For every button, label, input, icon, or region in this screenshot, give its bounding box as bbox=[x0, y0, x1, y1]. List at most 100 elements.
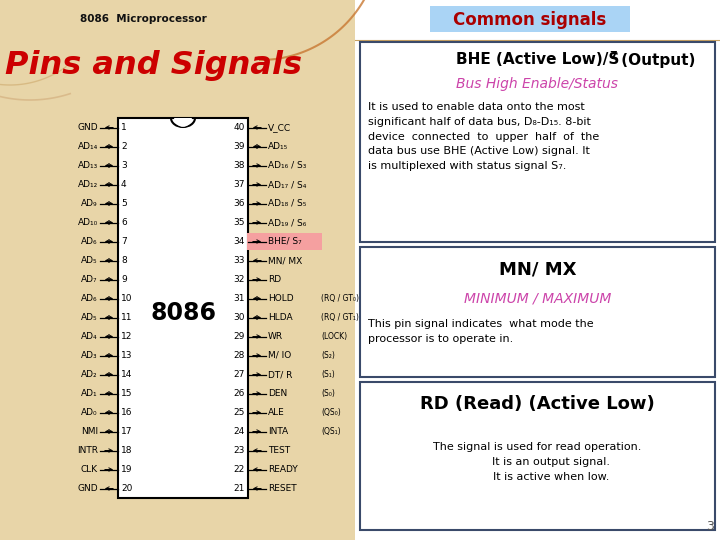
Text: 18: 18 bbox=[121, 446, 132, 455]
Text: 6: 6 bbox=[121, 218, 127, 227]
Bar bbox=[360, 382, 715, 530]
Text: AD₂: AD₂ bbox=[81, 370, 98, 379]
Text: AD₆: AD₆ bbox=[81, 294, 98, 303]
Text: TEST: TEST bbox=[268, 446, 290, 455]
Text: DT/ R: DT/ R bbox=[268, 370, 292, 379]
Text: 38: 38 bbox=[233, 161, 245, 170]
Text: AD₁₅: AD₁₅ bbox=[268, 142, 288, 151]
Text: 21: 21 bbox=[233, 484, 245, 493]
Text: 20: 20 bbox=[121, 484, 132, 493]
Text: AD₄: AD₄ bbox=[81, 332, 98, 341]
Text: MN/ MX: MN/ MX bbox=[268, 256, 302, 265]
Text: 3: 3 bbox=[121, 161, 127, 170]
Text: Bus High Enable/Status: Bus High Enable/Status bbox=[456, 77, 618, 91]
Text: 12: 12 bbox=[121, 332, 132, 341]
Text: AD₁₉ / S₆: AD₁₉ / S₆ bbox=[268, 218, 307, 227]
Text: 13: 13 bbox=[121, 351, 132, 360]
Text: (Output): (Output) bbox=[616, 52, 695, 68]
Text: 3: 3 bbox=[706, 520, 714, 533]
Text: ALE: ALE bbox=[268, 408, 284, 417]
Text: AD₁: AD₁ bbox=[81, 389, 98, 398]
Text: 5: 5 bbox=[121, 199, 127, 208]
Text: 27: 27 bbox=[233, 370, 245, 379]
Text: The signal is used for read operation.
        It is an output signal.
        I: The signal is used for read operation. I… bbox=[433, 442, 642, 482]
Text: MINIMUM / MAXIMUM: MINIMUM / MAXIMUM bbox=[464, 292, 611, 306]
Text: (S₀): (S₀) bbox=[321, 389, 335, 398]
Text: 4: 4 bbox=[121, 180, 127, 189]
Text: 24: 24 bbox=[234, 427, 245, 436]
Text: WR: WR bbox=[268, 332, 283, 341]
Text: 36: 36 bbox=[233, 199, 245, 208]
Text: 32: 32 bbox=[233, 275, 245, 284]
Text: Pins and Signals: Pins and Signals bbox=[5, 50, 302, 81]
Text: AD₅: AD₅ bbox=[81, 313, 98, 322]
Text: CLK: CLK bbox=[81, 465, 98, 474]
Text: RD: RD bbox=[268, 275, 281, 284]
Text: HLDA: HLDA bbox=[268, 313, 292, 322]
Text: 2: 2 bbox=[121, 142, 127, 151]
Wedge shape bbox=[174, 118, 192, 127]
Text: BHE (Active Low)/S: BHE (Active Low)/S bbox=[456, 52, 619, 68]
Text: AD₃: AD₃ bbox=[81, 351, 98, 360]
Text: 17: 17 bbox=[121, 427, 132, 436]
Text: This pin signal indicates  what mode the
processor is to operate in.: This pin signal indicates what mode the … bbox=[368, 319, 593, 344]
Text: AD₁₀: AD₁₀ bbox=[78, 218, 98, 227]
Text: 26: 26 bbox=[233, 389, 245, 398]
Text: 31: 31 bbox=[233, 294, 245, 303]
Text: (RQ / GT₀): (RQ / GT₀) bbox=[321, 294, 359, 303]
Text: M/ IO: M/ IO bbox=[268, 351, 292, 360]
Bar bbox=[360, 247, 715, 377]
Text: AD₁₃: AD₁₃ bbox=[78, 161, 98, 170]
Text: 19: 19 bbox=[121, 465, 132, 474]
Text: 8086  Microprocessor: 8086 Microprocessor bbox=[80, 14, 207, 24]
Text: 35: 35 bbox=[233, 218, 245, 227]
Text: 14: 14 bbox=[121, 370, 132, 379]
Text: 30: 30 bbox=[233, 313, 245, 322]
Bar bbox=[118, 118, 248, 498]
Text: 11: 11 bbox=[121, 313, 132, 322]
Text: GND: GND bbox=[77, 123, 98, 132]
Text: GND: GND bbox=[77, 484, 98, 493]
Text: RESET: RESET bbox=[268, 484, 297, 493]
Text: 28: 28 bbox=[233, 351, 245, 360]
Text: 39: 39 bbox=[233, 142, 245, 151]
Text: 33: 33 bbox=[233, 256, 245, 265]
Text: 10: 10 bbox=[121, 294, 132, 303]
Text: (RQ / GT₁): (RQ / GT₁) bbox=[321, 313, 359, 322]
Text: 29: 29 bbox=[233, 332, 245, 341]
Text: AD₆: AD₆ bbox=[81, 237, 98, 246]
Text: AD₁₆ / S₃: AD₁₆ / S₃ bbox=[268, 161, 307, 170]
Text: AD₁₇ / S₄: AD₁₇ / S₄ bbox=[268, 180, 307, 189]
Text: 1: 1 bbox=[121, 123, 127, 132]
Text: 8: 8 bbox=[121, 256, 127, 265]
Text: 34: 34 bbox=[233, 237, 245, 246]
Text: AD₇: AD₇ bbox=[81, 275, 98, 284]
Text: AD₀: AD₀ bbox=[81, 408, 98, 417]
Bar bbox=[360, 42, 715, 242]
Text: AD₁₂: AD₁₂ bbox=[78, 180, 98, 189]
Text: 22: 22 bbox=[234, 465, 245, 474]
Text: DEN: DEN bbox=[268, 389, 287, 398]
Text: (S₁): (S₁) bbox=[321, 370, 335, 379]
Text: AD₉: AD₉ bbox=[81, 199, 98, 208]
Text: 15: 15 bbox=[121, 389, 132, 398]
Text: AD₅: AD₅ bbox=[81, 256, 98, 265]
Text: (QS₁): (QS₁) bbox=[321, 427, 341, 436]
Bar bbox=[430, 6, 630, 32]
Text: HOLD: HOLD bbox=[268, 294, 294, 303]
Text: NMI: NMI bbox=[81, 427, 98, 436]
Text: 9: 9 bbox=[121, 275, 127, 284]
Text: (LOCK): (LOCK) bbox=[321, 332, 347, 341]
Text: MN/ MX: MN/ MX bbox=[499, 260, 576, 278]
Bar bbox=[247, 233, 322, 251]
Text: It is used to enable data onto the most
significant half of data bus, D₈-D₁₅. 8-: It is used to enable data onto the most … bbox=[368, 102, 599, 171]
Text: INTA: INTA bbox=[268, 427, 288, 436]
Text: 23: 23 bbox=[233, 446, 245, 455]
Text: 16: 16 bbox=[121, 408, 132, 417]
Text: 7: 7 bbox=[121, 237, 127, 246]
Bar bbox=[355, 0, 720, 540]
Text: READY: READY bbox=[268, 465, 298, 474]
Text: INTR: INTR bbox=[77, 446, 98, 455]
Text: 8086: 8086 bbox=[150, 301, 216, 325]
Text: BHE/ S₇: BHE/ S₇ bbox=[268, 237, 302, 246]
